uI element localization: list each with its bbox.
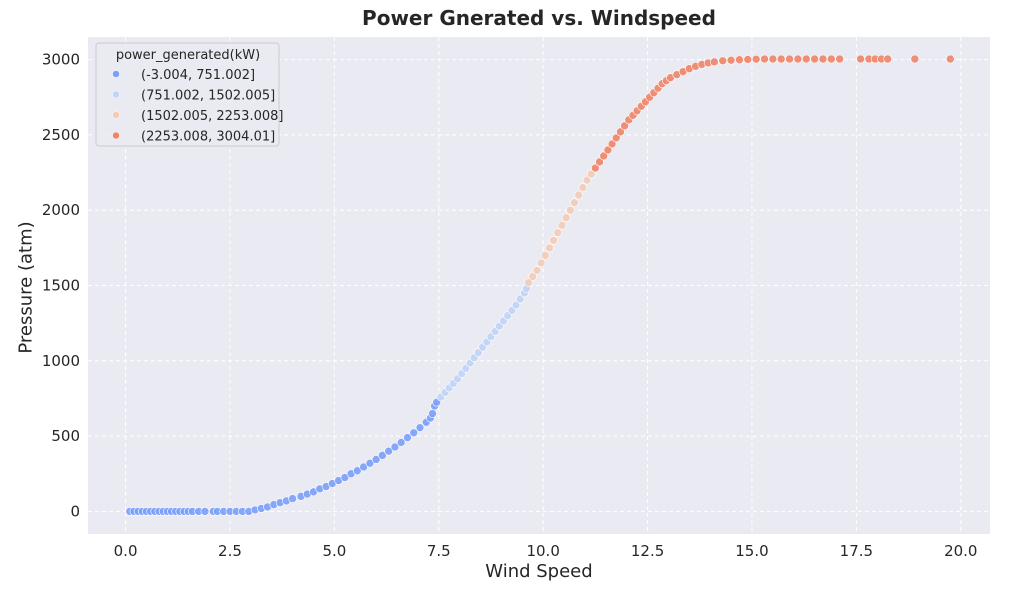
data-point [611, 133, 621, 143]
data-point [288, 494, 297, 503]
data-point [607, 139, 617, 149]
data-point [384, 446, 393, 456]
data-point [603, 145, 613, 155]
y-tick-label: 2500 [42, 126, 80, 144]
x-tick-label: 2.5 [218, 542, 242, 560]
data-point [599, 151, 609, 161]
data-point [595, 157, 604, 167]
data-points [125, 54, 955, 516]
data-point [591, 163, 600, 173]
data-point [549, 236, 558, 245]
y-tick-label: 3000 [42, 51, 80, 69]
data-point [524, 278, 533, 287]
data-point [856, 54, 865, 64]
x-tick-label: 20.0 [944, 542, 977, 560]
data-point [415, 423, 425, 432]
data-point [793, 54, 803, 64]
data-point [574, 190, 583, 200]
legend-box [95, 42, 280, 147]
data-point [946, 54, 955, 64]
legend-marker [112, 131, 120, 140]
data-point [582, 175, 592, 185]
y-axis-label: Pressure (atm) [15, 221, 37, 354]
data-point [532, 266, 542, 275]
data-point [578, 183, 588, 192]
data-point [566, 205, 575, 215]
data-point [359, 462, 368, 472]
x-tick-label: 15.0 [735, 542, 768, 560]
data-point [743, 55, 753, 64]
data-point [570, 198, 579, 207]
data-point [553, 228, 563, 238]
data-point [801, 54, 811, 64]
data-point [528, 272, 538, 281]
legend-entry-label: (1502.005, 2253.008] [141, 109, 283, 124]
data-point [768, 54, 778, 64]
data-point [511, 300, 521, 310]
data-point [353, 466, 362, 476]
data-point [818, 54, 828, 64]
x-tick-label: 12.5 [631, 542, 664, 560]
data-point [726, 55, 736, 65]
legend-entry-label: (2253.008, 3004.01] [141, 130, 275, 145]
data-point [545, 243, 554, 253]
data-point [810, 54, 819, 64]
legend-marker [112, 111, 120, 119]
data-point [616, 127, 625, 137]
legend-entry-label: (-3.004, 751.002] [141, 68, 255, 83]
data-point [396, 438, 406, 447]
data-point [378, 451, 387, 460]
data-point [910, 54, 920, 64]
data-point [403, 433, 412, 442]
data-point [371, 455, 381, 464]
data-point [835, 54, 844, 64]
data-point [428, 409, 437, 418]
y-axis-ticks: 0 500 1000 1500 2000 2500 3000 [42, 51, 80, 521]
y-tick-label: 2000 [42, 201, 80, 219]
x-axis-ticks: 0.0 2.5 5.0 7.5 10.0 12.5 15.0 17.5 20.0 [114, 542, 978, 560]
data-point [200, 507, 210, 516]
data-point [776, 54, 786, 64]
data-point [751, 54, 761, 64]
y-tick-label: 500 [51, 427, 80, 445]
data-point [735, 55, 744, 65]
data-point [620, 121, 629, 131]
y-tick-label: 0 [70, 502, 80, 520]
data-point [536, 258, 546, 268]
data-point [760, 54, 769, 64]
data-point [718, 56, 728, 66]
data-point [340, 473, 350, 482]
legend-title: power_generated(kW) [116, 48, 260, 63]
x-tick-label: 10.0 [526, 542, 559, 560]
x-tick-label: 7.5 [427, 542, 451, 560]
legend: power_generated(kW) (-3.004, 751.002] (75… [95, 42, 283, 147]
data-point [883, 54, 892, 64]
legend-marker [112, 70, 120, 78]
data-point [515, 294, 525, 304]
x-tick-label: 5.0 [322, 542, 346, 560]
x-tick-label: 0.0 [114, 542, 138, 560]
y-tick-label: 1000 [42, 352, 80, 370]
data-point [561, 213, 571, 223]
data-point [827, 54, 836, 64]
data-point [785, 54, 794, 64]
data-point [557, 220, 567, 230]
legend-entry-label: (751.002, 1502.005] [141, 89, 275, 104]
y-tick-label: 1500 [42, 277, 80, 295]
data-point [365, 458, 375, 468]
x-tick-label: 17.5 [840, 542, 873, 560]
data-point [390, 442, 400, 452]
x-axis-label: Wind Speed [485, 561, 593, 582]
data-point [409, 428, 419, 438]
chart-title: Power Gnerated vs. Windspeed [362, 6, 716, 30]
data-point [710, 57, 719, 67]
data-point [586, 169, 596, 179]
legend-marker [112, 90, 120, 99]
data-point [540, 251, 550, 260]
